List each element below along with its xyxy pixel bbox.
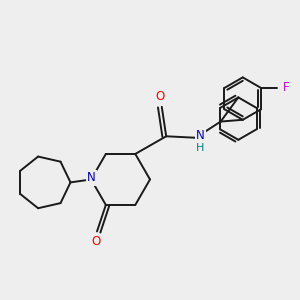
- Text: N: N: [196, 129, 204, 142]
- Text: N: N: [87, 172, 95, 184]
- Text: F: F: [283, 82, 290, 94]
- Text: H: H: [196, 143, 204, 153]
- Text: O: O: [91, 235, 100, 248]
- Text: O: O: [156, 90, 165, 103]
